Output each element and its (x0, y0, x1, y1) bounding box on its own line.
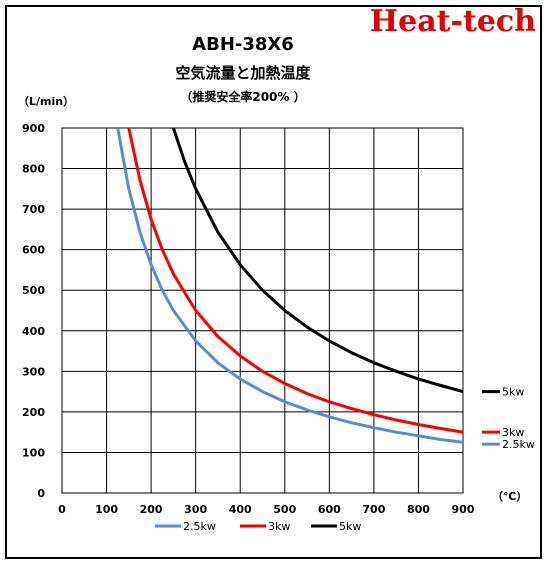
chart-subtitle: 空気流量と加熱温度 (175, 64, 311, 82)
y-tick-label: 500 (22, 284, 45, 297)
x-axis-label: （℃） (492, 490, 528, 503)
x-tick-label: 600 (318, 503, 341, 516)
end-label-text: 2.5kw (502, 438, 535, 451)
y-tick-label: 300 (22, 365, 45, 378)
y-tick-label: 700 (22, 203, 45, 216)
legend-item-3kw: 3kw (240, 520, 290, 533)
end-label-5kw: 5kw (482, 386, 524, 399)
legend-label: 5kw (339, 520, 361, 533)
y-tick-label: 400 (22, 325, 45, 338)
legend-label: 2.5kw (183, 520, 216, 533)
end-label-2.5kw: 2.5kw (482, 438, 535, 451)
brand-logo: Heat-tech (369, 4, 536, 39)
chart-title: ABH-38X6 (192, 34, 294, 55)
y-tick-label: 600 (22, 244, 45, 257)
y-tick-label: 100 (22, 446, 45, 459)
x-tick-label: 0 (58, 503, 66, 516)
chart-frame (5, 5, 542, 559)
x-tick-label: 300 (184, 503, 207, 516)
x-tick-label: 700 (362, 503, 385, 516)
y-tick-label: 0 (37, 487, 45, 500)
x-tick-label: 200 (140, 503, 163, 516)
x-tick-label: 800 (407, 503, 430, 516)
series-line-3kw (127, 128, 463, 434)
end-label-text: 5kw (502, 386, 524, 399)
x-tick-label: 500 (273, 503, 296, 516)
y-tick-label: 900 (22, 122, 45, 135)
y-tick-label: 800 (22, 163, 45, 176)
legend-item-5kw: 5kw (311, 520, 361, 533)
end-label-text: 3kw (502, 426, 524, 439)
end-label-3kw: 3kw (482, 426, 524, 439)
series-line-5kw (171, 128, 463, 394)
x-tick-label: 900 (452, 503, 475, 516)
series-line-2.5kw (116, 128, 463, 444)
legend-item-2.5kw: 2.5kw (155, 520, 216, 533)
y-axis-label: （L/min） (18, 95, 75, 108)
x-tick-label: 100 (95, 503, 118, 516)
chart-note: （推奨安全率200% ） (180, 90, 306, 104)
x-tick-label: 400 (229, 503, 252, 516)
legend-label: 3kw (268, 520, 290, 533)
y-tick-label: 200 (22, 406, 45, 419)
plot-area (61, 127, 464, 494)
